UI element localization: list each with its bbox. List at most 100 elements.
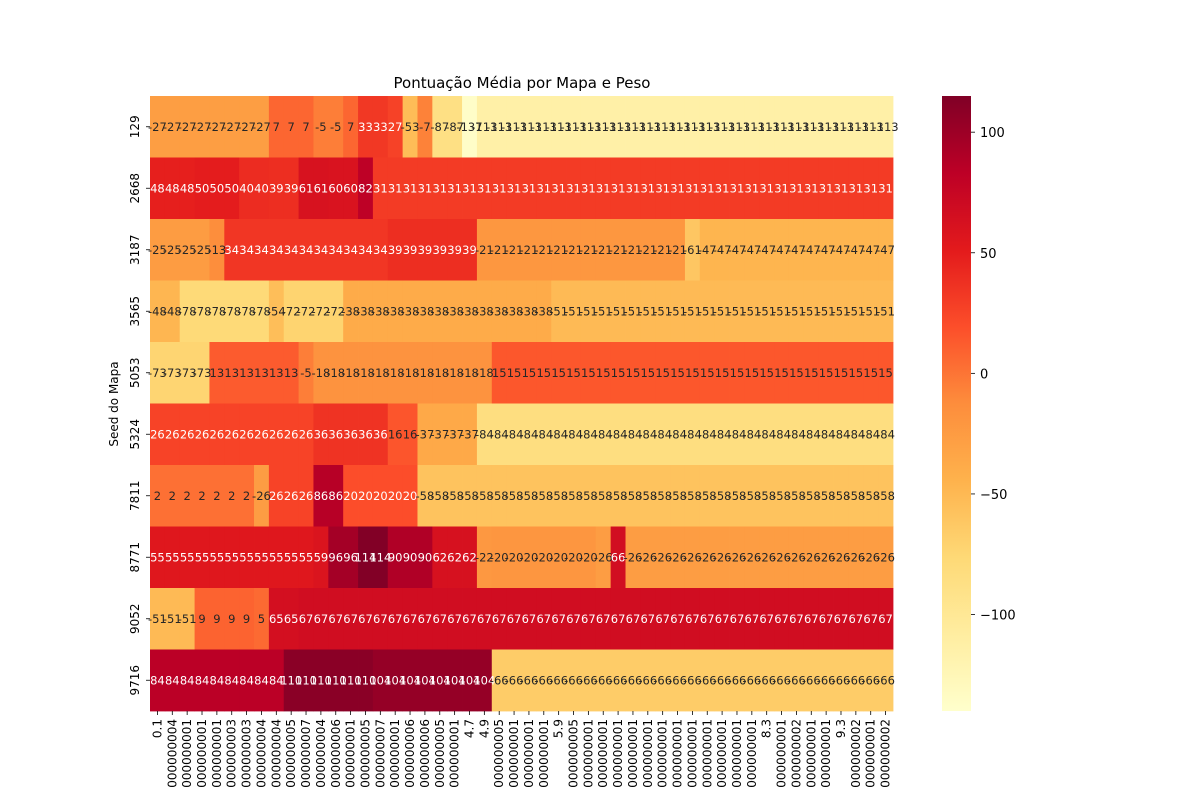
cell-value: 67 bbox=[462, 612, 477, 626]
cell-value: 15 bbox=[507, 366, 522, 380]
cell-value: -26 bbox=[757, 550, 776, 564]
heatmap-cell bbox=[313, 342, 329, 404]
cell-value: 34 bbox=[254, 243, 269, 257]
cell-value: -20 bbox=[505, 550, 524, 564]
heatmap-cell bbox=[462, 526, 478, 589]
heatmap-cell bbox=[684, 403, 701, 466]
heatmap-cell bbox=[506, 157, 522, 220]
cell-value: 26 bbox=[195, 427, 210, 441]
heatmap-cell bbox=[684, 588, 701, 650]
heatmap-cell bbox=[209, 342, 225, 404]
cell-value: 15 bbox=[596, 366, 611, 380]
heatmap-cell bbox=[536, 403, 552, 466]
cell-value: 2 bbox=[198, 489, 205, 503]
cell-value: 13 bbox=[224, 366, 239, 380]
heatmap-cell bbox=[759, 649, 775, 712]
cell-value: -66 bbox=[594, 673, 613, 687]
heatmap-cell bbox=[328, 157, 344, 220]
cell-value: -113 bbox=[575, 120, 601, 134]
cell-value: 86 bbox=[314, 489, 329, 503]
heatmap-cell bbox=[521, 157, 537, 220]
heatmap-cell bbox=[699, 280, 716, 343]
x-tick-label: 000000005 bbox=[358, 719, 372, 788]
cell-value: -113 bbox=[798, 120, 824, 134]
heatmap-cell bbox=[358, 526, 374, 589]
cell-value: -66 bbox=[832, 673, 851, 687]
cell-value: -18 bbox=[416, 366, 435, 380]
cell-value: -66 bbox=[757, 673, 776, 687]
heatmap-cell bbox=[640, 342, 656, 404]
heatmap-cell bbox=[625, 465, 641, 527]
cell-value: -26 bbox=[698, 550, 717, 564]
cell-value: -38 bbox=[520, 304, 539, 318]
heatmap-cell bbox=[714, 465, 730, 527]
cell-value: -18 bbox=[356, 366, 375, 380]
heatmap-cell bbox=[372, 403, 389, 466]
cell-value: -84 bbox=[772, 427, 791, 441]
cell-value: -47 bbox=[772, 243, 791, 257]
x-tick-label: 000000001 bbox=[611, 719, 625, 788]
y-tick-label: 9052 bbox=[128, 603, 142, 634]
heatmap-cell bbox=[462, 588, 478, 650]
heatmap-cell bbox=[744, 280, 760, 343]
heatmap-cell bbox=[833, 96, 849, 158]
heatmap-cell bbox=[714, 588, 730, 650]
cell-value: 33 bbox=[373, 120, 388, 134]
cell-value: -47 bbox=[876, 243, 895, 257]
x-tick-label: 5.9 bbox=[552, 719, 566, 738]
heatmap-cell bbox=[283, 342, 299, 404]
heatmap-cell bbox=[150, 96, 166, 158]
cell-value: 31 bbox=[878, 181, 893, 195]
heatmap-cell bbox=[670, 649, 686, 712]
heatmap-cell bbox=[387, 649, 404, 712]
heatmap-cell bbox=[283, 403, 299, 466]
cell-value: -47 bbox=[698, 243, 717, 257]
heatmap-cell bbox=[640, 403, 656, 466]
heatmap-cell bbox=[803, 649, 820, 712]
heatmap-cell bbox=[566, 403, 582, 466]
cell-value: 67 bbox=[447, 612, 462, 626]
cell-value: 110 bbox=[280, 673, 302, 687]
cell-value: 20 bbox=[373, 489, 388, 503]
cell-value: -58 bbox=[876, 489, 895, 503]
cell-value: 13 bbox=[254, 366, 269, 380]
cell-value: -26 bbox=[832, 550, 851, 564]
heatmap-cell bbox=[774, 649, 790, 712]
heatmap-cell bbox=[194, 157, 210, 220]
cell-value: 104 bbox=[384, 673, 406, 687]
cell-value: 26 bbox=[269, 489, 284, 503]
heatmap-cell bbox=[447, 157, 463, 220]
heatmap-cell bbox=[729, 403, 745, 466]
heatmap-cell bbox=[640, 96, 656, 158]
cell-value: 55 bbox=[254, 550, 269, 564]
heatmap-cell bbox=[372, 280, 389, 343]
heatmap-cell bbox=[714, 649, 730, 712]
heatmap-cell bbox=[580, 588, 597, 650]
cell-value: 31 bbox=[581, 181, 596, 195]
cell-value: 34 bbox=[224, 243, 239, 257]
cell-value: -26 bbox=[638, 550, 657, 564]
cell-value: 104 bbox=[429, 673, 451, 687]
cell-value: 31 bbox=[804, 181, 819, 195]
heatmap-cell bbox=[759, 588, 775, 650]
heatmap-cell bbox=[580, 649, 597, 712]
cell-value: 26 bbox=[224, 427, 239, 441]
heatmap-cell bbox=[536, 649, 552, 712]
cell-value: -113 bbox=[754, 120, 780, 134]
heatmap-cell bbox=[536, 465, 552, 527]
cell-value: -66 bbox=[713, 673, 732, 687]
cell-value: -38 bbox=[505, 304, 524, 318]
cell-value: -58 bbox=[653, 489, 672, 503]
cell-value: 84 bbox=[150, 673, 165, 687]
x-tick-label: 000000002 bbox=[849, 719, 863, 788]
cell-value: 26 bbox=[210, 427, 225, 441]
cell-value: 36 bbox=[328, 427, 343, 441]
cell-value: 39 bbox=[432, 243, 447, 257]
cell-value: -84 bbox=[832, 427, 851, 441]
cell-value: -66 bbox=[772, 673, 791, 687]
cell-value: 34 bbox=[299, 243, 314, 257]
cell-value: 31 bbox=[596, 181, 611, 195]
heatmap-cell bbox=[566, 526, 582, 589]
heatmap-cell bbox=[655, 588, 671, 650]
cell-value: 90 bbox=[418, 550, 433, 564]
